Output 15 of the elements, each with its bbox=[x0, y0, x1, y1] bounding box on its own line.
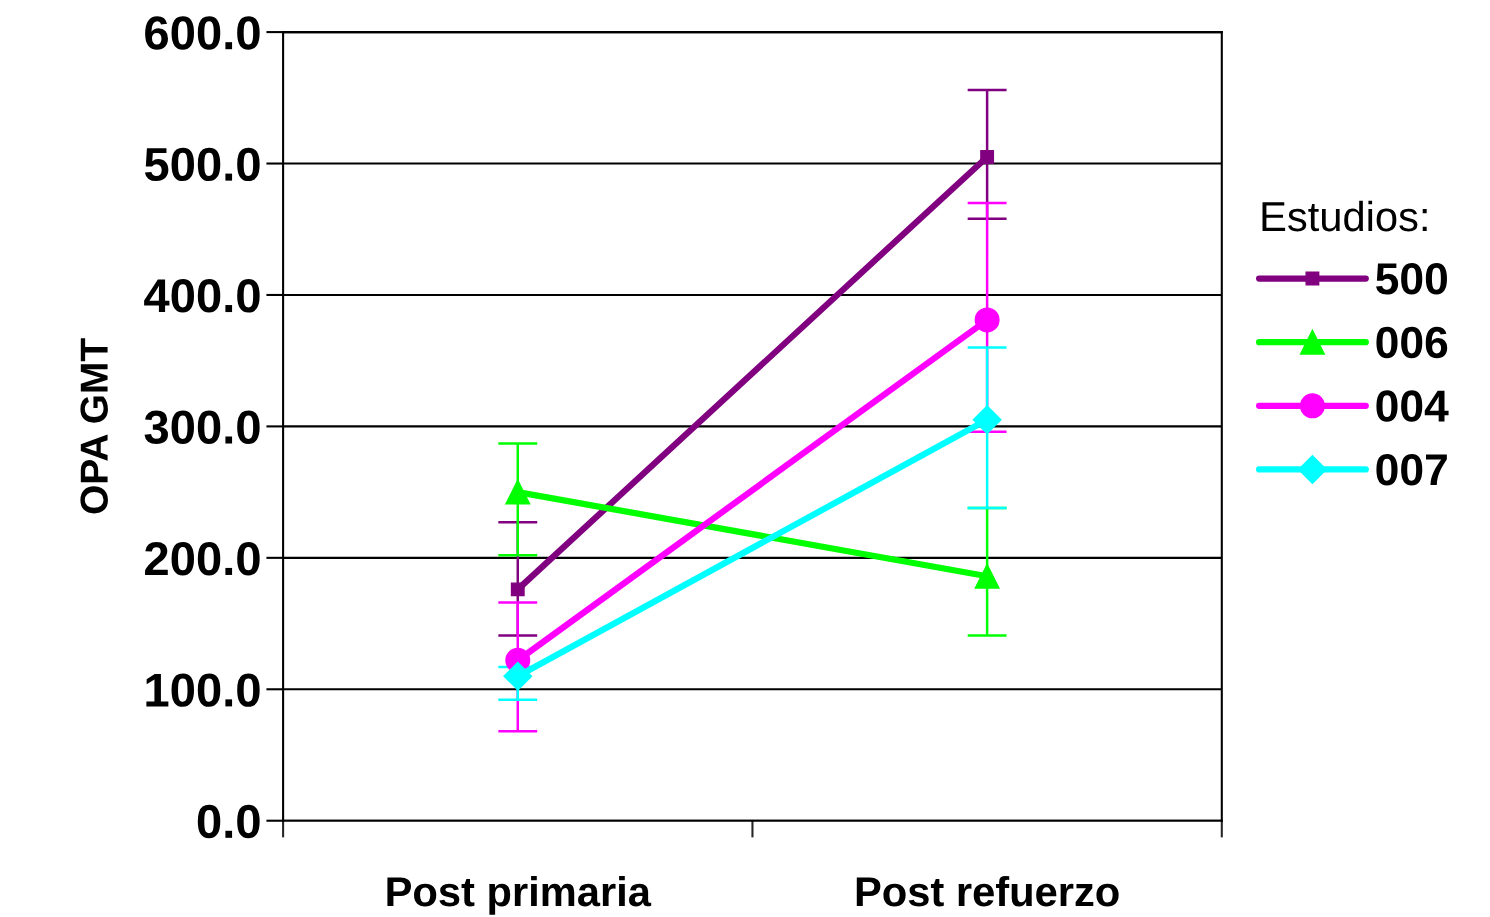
y-tick-label: 600.0 bbox=[145, 16, 260, 50]
legend-label: 007 bbox=[1376, 454, 1447, 486]
y-tick-label: 300.0 bbox=[144, 410, 260, 445]
y-tick-label: 0.0 bbox=[197, 804, 260, 839]
legend-label: 500 bbox=[1376, 263, 1447, 295]
legend-label: 004 bbox=[1376, 390, 1449, 422]
x-tick-label: Post primaria bbox=[387, 875, 652, 915]
x-tick-label: Post refuerzo bbox=[856, 875, 1119, 907]
y-tick-label: 100.0 bbox=[146, 673, 260, 707]
y-tick-label: 200.0 bbox=[145, 541, 260, 576]
y-tick-label: 400.0 bbox=[144, 279, 260, 313]
y-tick-label: 500.0 bbox=[144, 147, 260, 182]
legend-title: Estudios: bbox=[1262, 200, 1427, 232]
y-axis-title: OPA GMT bbox=[80, 338, 108, 514]
legend-label: 006 bbox=[1376, 326, 1448, 359]
